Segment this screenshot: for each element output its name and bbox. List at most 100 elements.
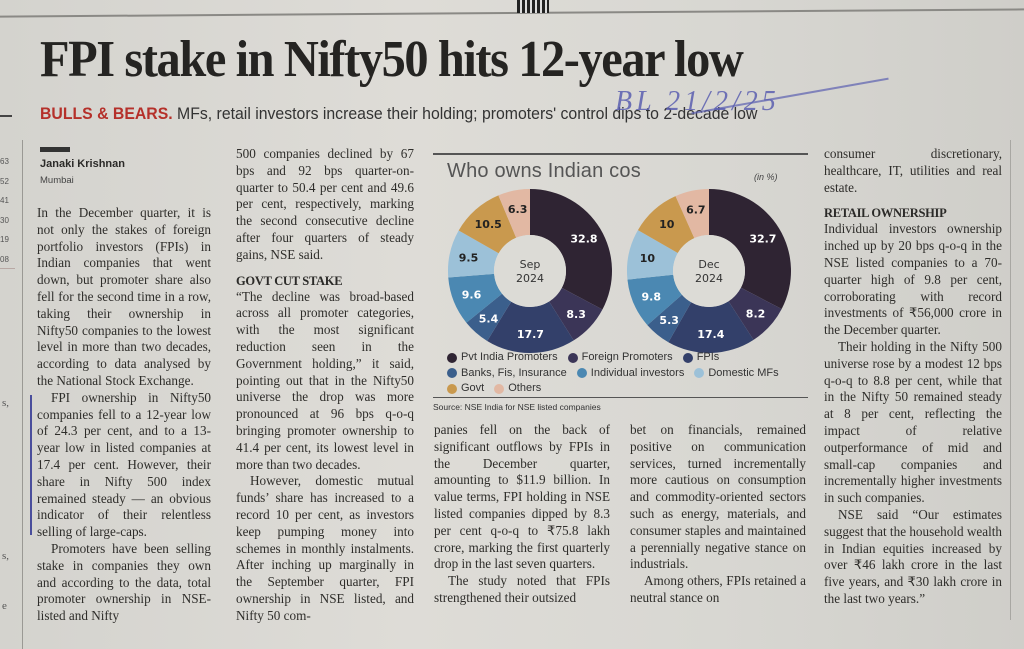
slice-value-label: 32.8 — [570, 233, 597, 246]
paragraph: panies fell on the back of significant o… — [434, 422, 610, 572]
donut-slice-govt — [458, 195, 517, 254]
donut-center-label: Dec — [698, 258, 719, 271]
slice-value-label: 10 — [659, 218, 675, 231]
legend-label: Govt — [461, 382, 485, 394]
slice-value-label: 8.3 — [566, 308, 586, 321]
top-rule — [0, 8, 1024, 18]
margin-text: s, — [2, 397, 10, 409]
chart-unit: (in %) — [754, 172, 778, 182]
deck: BULLS & BEARS. MFs, retail investors inc… — [40, 104, 757, 124]
margin-number: 30 — [0, 215, 9, 225]
chart-legend: Pvt India Promoters Foreign Promoters FPIs… — [447, 350, 807, 397]
donut-center-label: Sep — [520, 258, 541, 271]
donut-slice-individual-investors — [627, 274, 682, 326]
donut-slice-domestic-mfs — [627, 230, 678, 280]
slice-value-label: 6.7 — [686, 203, 706, 216]
legend-label: Pvt India Promoters — [461, 351, 558, 363]
deck-text: MFs, retail investors increase their hol… — [177, 104, 758, 123]
paragraph: Their holding in the Nifty 500 universe … — [824, 338, 1002, 506]
legend-swatch — [682, 352, 693, 363]
paragraph: NSE said “Our estimates suggest that the… — [824, 506, 1002, 606]
paragraph: “The decline was broad-based across all … — [236, 288, 414, 472]
legend-label: Domestic MFs — [708, 366, 779, 379]
margin-tick — [0, 115, 12, 117]
subhead-govt-cut-stake: GOVT CUT STAKE — [236, 273, 343, 288]
slice-value-label: 6.3 — [508, 203, 528, 216]
legend-swatch — [494, 383, 505, 394]
byline-location: Mumbai — [40, 175, 74, 186]
byline-author: Janaki Krishnan — [40, 158, 125, 170]
legend-swatch — [447, 352, 457, 363]
legend-item: Individual investors — [576, 366, 685, 381]
article-column-3: panies fell on the back of significant o… — [434, 422, 610, 607]
donut-slice-pvt-india-promoters — [709, 189, 791, 309]
slice-value-label: 5.3 — [659, 314, 679, 327]
chart-top-rule — [433, 153, 808, 155]
slice-value-label: 8.2 — [746, 307, 766, 320]
subhead-retail-ownership: RETAIL OWNERSHIP — [824, 206, 947, 221]
legend-item: FPIs — [682, 350, 720, 365]
donut-slice-foreign-promoters — [549, 287, 603, 341]
source-rule — [433, 397, 808, 398]
article-column-1: In the December quarter, it is not only … — [37, 205, 211, 625]
legend-label: Foreign Promoters — [581, 351, 673, 363]
page-gutter-line — [22, 140, 23, 649]
margin-number: 19 — [0, 235, 9, 244]
legend-item: Pvt India Promoters — [447, 350, 558, 365]
paragraph: In the December quarter, it is not only … — [37, 205, 211, 388]
legend-label: FPIs — [696, 351, 720, 363]
paragraph: consumer discretionary, healthcare, IT, … — [824, 146, 1002, 195]
donut-slice-fpis — [487, 301, 574, 353]
donut-slice-govt — [637, 196, 695, 254]
paragraph: FPI ownership in Nifty50 companies fell … — [37, 389, 211, 540]
donut-hole — [494, 235, 566, 307]
donut-slice-banks-fis-insurance — [466, 293, 512, 341]
byline-bar — [40, 147, 70, 152]
qr-code-icon — [517, 0, 549, 13]
slice-value-label: 9.6 — [462, 288, 482, 301]
legend-label: Individual investors — [590, 366, 685, 379]
donut-center-label: 2024 — [516, 272, 544, 285]
kicker: BULLS & BEARS. — [40, 104, 173, 123]
paragraph: Individual investors ownership inched up… — [824, 221, 1002, 338]
legend-item: Domestic MFs — [694, 366, 779, 381]
legend-item: Foreign Promoters — [567, 350, 673, 365]
donut-slice-others — [498, 189, 530, 238]
donut-slice-pvt-india-promoters — [530, 189, 612, 310]
chart-title: Who owns Indian cos — [447, 160, 641, 182]
legend-label: Banks, Fis, Insurance — [461, 366, 567, 379]
slice-value-label: 17.7 — [517, 328, 544, 341]
article-column-2: 500 companies declined by 67 bps and 92 … — [236, 146, 414, 625]
legend-swatch — [447, 368, 457, 378]
article-column-5: consumer discretionary, healthcare, IT, … — [824, 146, 1002, 608]
donut-slice-individual-investors — [448, 273, 503, 323]
slice-value-label: 10 — [640, 252, 656, 265]
donut-center-label: 2024 — [695, 272, 723, 285]
paragraph: The study noted that FPIs strengthened t… — [434, 573, 610, 605]
margin-text: s, — [2, 550, 10, 562]
legend-swatch — [447, 383, 457, 394]
slice-value-label: 10.5 — [475, 218, 502, 231]
margin-number: 63 — [0, 157, 9, 166]
slice-value-label: 32.7 — [749, 232, 776, 245]
paragraph: Among others, FPIs retained a neutral st… — [630, 573, 806, 605]
legend-swatch — [567, 352, 578, 363]
slice-value-label: 17.4 — [697, 328, 724, 341]
paragraph: bet on financials, remained positive on … — [630, 422, 806, 572]
margin-text: e — [2, 600, 7, 612]
donut-slice-domestic-mfs — [448, 230, 499, 278]
donut-slice-others — [675, 189, 709, 239]
paragraph: Promoters have been selling stake in com… — [37, 540, 211, 624]
legend-swatch — [694, 368, 705, 378]
legend-item: Others — [494, 381, 541, 396]
margin-number: 41 — [0, 196, 9, 205]
margin-number: 08 — [0, 254, 9, 264]
legend-label: Others — [508, 382, 542, 394]
headline: FPI stake in Nifty50 hits 12-year low — [40, 31, 744, 88]
paragraph: However, domestic mutual funds’ share ha… — [236, 473, 414, 623]
legend-item: Govt — [447, 381, 484, 396]
slice-value-label: 5.4 — [479, 312, 499, 325]
margin-number: 52 — [0, 176, 9, 186]
